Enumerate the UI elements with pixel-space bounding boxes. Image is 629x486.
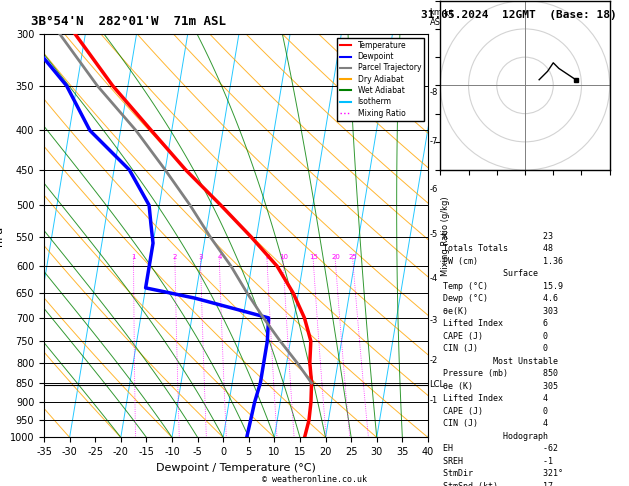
Y-axis label: hPa: hPa (0, 226, 4, 246)
Text: K                   23
Totals Totals       48
PW (cm)             1.36
         : K 23 Totals Totals 48 PW (cm) 1.36 (443, 232, 563, 486)
Text: -8: -8 (430, 88, 438, 97)
Legend: Temperature, Dewpoint, Parcel Trajectory, Dry Adiabat, Wet Adiabat, Isotherm, Mi: Temperature, Dewpoint, Parcel Trajectory… (337, 38, 424, 121)
Text: LCL: LCL (430, 381, 445, 389)
Text: 2: 2 (173, 254, 177, 260)
Text: -5: -5 (430, 229, 438, 239)
Text: 25: 25 (349, 254, 358, 260)
X-axis label: Dewpoint / Temperature (°C): Dewpoint / Temperature (°C) (156, 463, 316, 473)
Text: 31.05.2024  12GMT  (Base: 18): 31.05.2024 12GMT (Base: 18) (421, 10, 616, 19)
Text: -1: -1 (430, 396, 438, 405)
Text: 3: 3 (198, 254, 203, 260)
Text: -7: -7 (430, 138, 438, 146)
Text: 3B°54'N  282°01'W  71m ASL: 3B°54'N 282°01'W 71m ASL (31, 16, 226, 28)
Text: 4: 4 (218, 254, 221, 260)
Text: 8: 8 (265, 254, 270, 260)
Text: km
ASL: km ASL (430, 8, 445, 27)
Text: kt: kt (443, 9, 454, 18)
Text: -2: -2 (430, 356, 438, 365)
Text: © weatheronline.co.uk: © weatheronline.co.uk (262, 474, 367, 484)
Text: 20: 20 (331, 254, 340, 260)
Text: -6: -6 (430, 185, 438, 194)
Text: Mixing Ratio (g/kg): Mixing Ratio (g/kg) (441, 196, 450, 276)
Text: 1: 1 (131, 254, 136, 260)
Text: 15: 15 (309, 254, 318, 260)
Text: -4: -4 (430, 274, 438, 283)
Text: 10: 10 (279, 254, 288, 260)
Text: -3: -3 (430, 316, 438, 325)
